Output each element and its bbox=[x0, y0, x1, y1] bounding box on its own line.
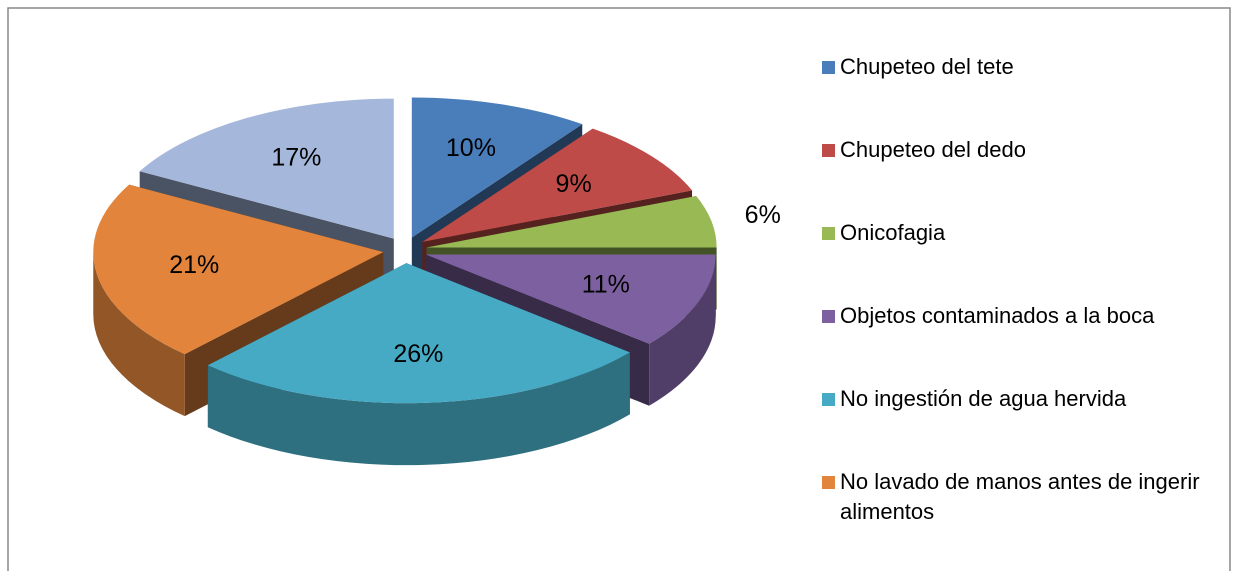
legend-label: No lavado de manos antes de ingerir alim… bbox=[840, 469, 1200, 524]
legend-label: Objetos contaminados a la boca bbox=[840, 303, 1155, 328]
slice-top bbox=[426, 195, 717, 248]
legend-swatch bbox=[822, 476, 835, 489]
data-label: 11% bbox=[582, 270, 630, 298]
data-label: 26% bbox=[393, 340, 443, 368]
legend-swatch bbox=[822, 61, 835, 74]
slice-top bbox=[422, 128, 693, 242]
legend-label: Onicofagia bbox=[840, 220, 946, 245]
legend-item: Objetos contaminados a la boca bbox=[822, 301, 1202, 384]
slice-wall bbox=[207, 352, 630, 466]
slice-top bbox=[93, 184, 384, 355]
data-label: 17% bbox=[271, 144, 321, 172]
legend: Chupeteo del tete Chupeteo del dedo Onicof… bbox=[822, 52, 1202, 550]
slice-top bbox=[139, 98, 394, 239]
chart-frame bbox=[7, 7, 1231, 571]
legend-label: Chupeteo del tete bbox=[840, 54, 1014, 79]
legend-item: Chupeteo del tete bbox=[822, 52, 1202, 135]
legend-swatch bbox=[822, 227, 835, 240]
data-label: 10% bbox=[446, 134, 496, 162]
legend-swatch bbox=[822, 310, 835, 323]
legend-label: No ingestión de agua hervida bbox=[840, 386, 1127, 411]
data-label: 6% bbox=[745, 201, 781, 229]
slice-top bbox=[207, 263, 630, 404]
data-label: 21% bbox=[169, 251, 219, 279]
slice-top bbox=[425, 254, 716, 344]
legend-swatch bbox=[822, 144, 835, 157]
legend-item: No lavado de manos antes de ingerir alim… bbox=[822, 467, 1202, 550]
slice-wall bbox=[649, 254, 716, 406]
legend-item: No ingestión de agua hervida bbox=[822, 384, 1202, 467]
slice bbox=[207, 263, 630, 466]
data-label: 9% bbox=[556, 170, 592, 198]
legend-item: Onicofagia bbox=[822, 218, 1202, 301]
legend-label: Chupeteo del dedo bbox=[840, 137, 1026, 162]
slice-wall bbox=[93, 252, 185, 417]
slice-top bbox=[411, 97, 583, 238]
legend-item: Chupeteo del dedo bbox=[822, 135, 1202, 218]
legend-swatch bbox=[822, 393, 835, 406]
